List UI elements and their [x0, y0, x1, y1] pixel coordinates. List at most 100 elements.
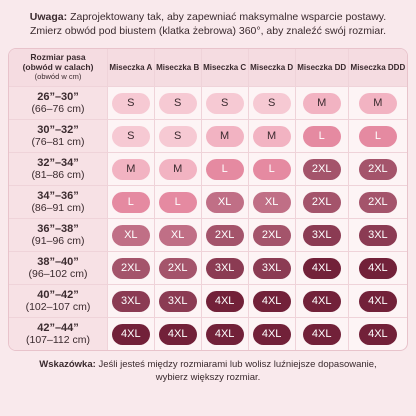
row-inches: 40”–42” [37, 289, 79, 301]
size-row: 38”–40” (96–102 cm) 2XL 2XL 3XL 3XL 4XL 4XL [9, 252, 407, 285]
row-label: 42”–44” (107–112 cm) [9, 318, 108, 350]
size-badge: S [111, 125, 150, 147]
size-cell: 3XL [201, 252, 249, 285]
size-badge: 3XL [111, 290, 150, 312]
row-inches: 34”–36” [37, 190, 79, 202]
size-cell: S [248, 87, 296, 120]
size-cell: 2XL [295, 186, 349, 219]
size-cell: 4XL [155, 318, 202, 350]
row-label: 38”–40” (96–102 cm) [9, 252, 108, 285]
column-header: Miseczka D [248, 49, 296, 87]
size-cell: 2XL [348, 153, 407, 186]
size-cell: S [108, 120, 155, 153]
size-cell: M [248, 120, 296, 153]
size-cell: S [201, 87, 249, 120]
size-badge: XL [252, 191, 291, 213]
size-cell: 4XL [348, 285, 407, 318]
row-label: 34”–36” (86–91 cm) [9, 186, 108, 219]
column-header: Miseczka C [201, 49, 249, 87]
row-inches: 36”–38” [37, 223, 79, 235]
size-cell: 3XL [295, 219, 349, 252]
size-cell: 3XL [348, 219, 407, 252]
header-line: (obwód w cm) [34, 72, 82, 82]
size-row: 40”–42” (102–107 cm) 3XL 3XL 4XL 4XL 4XL 4XL [9, 285, 407, 318]
size-badge: L [302, 125, 341, 147]
row-cm: (66–76 cm) [31, 103, 85, 115]
row-inches: 42”–44” [37, 322, 79, 334]
size-badge: 4XL [358, 290, 397, 312]
size-badge: XL [111, 224, 150, 246]
size-badge: 3XL [358, 224, 397, 246]
size-badge: M [158, 158, 197, 180]
row-label: 32”–34” (81–86 cm) [9, 153, 108, 186]
row-cm: (96–102 cm) [28, 268, 88, 280]
size-row: 26”–30” (66–76 cm) S S S S M M [9, 87, 407, 120]
size-cell: 4XL [248, 285, 296, 318]
row-label: 36”–38” (91–96 cm) [9, 219, 108, 252]
size-badge: 4XL [302, 323, 341, 345]
size-badge: 4XL [205, 323, 244, 345]
size-cell: 4XL [295, 285, 349, 318]
size-badge: L [158, 191, 197, 213]
size-cell: L [154, 186, 202, 219]
size-cell: 4XL [348, 252, 407, 285]
size-badge: 4XL [205, 290, 244, 312]
size-cell: XL [248, 186, 296, 219]
size-badge: 4XL [358, 323, 397, 345]
size-badge: S [205, 92, 244, 114]
size-cell: S [154, 120, 202, 153]
size-row: 32”–34” (81–86 cm) M M L L 2XL 2XL [9, 153, 407, 186]
size-badge: 3XL [158, 290, 197, 312]
tip-label: Wskazówka: [39, 359, 96, 370]
size-badge: XL [205, 191, 244, 213]
size-badge: 4XL [252, 323, 291, 345]
row-inches: 26”–30” [37, 91, 79, 103]
row-cm: (102–107 cm) [25, 301, 91, 313]
size-cell: 2XL [248, 219, 296, 252]
size-badge: 3XL [205, 257, 244, 279]
size-badge: 2XL [205, 224, 244, 246]
size-cell: M [108, 153, 155, 186]
size-cell: 3XL [108, 285, 155, 318]
size-badge: 3XL [252, 257, 291, 279]
size-cell: M [295, 87, 349, 120]
size-cell: 3XL [154, 285, 202, 318]
column-header: Miseczka DD [295, 49, 349, 87]
size-badge: M [252, 125, 291, 147]
size-cell: 2XL [154, 252, 202, 285]
size-cell: XL [201, 186, 249, 219]
size-badge: M [205, 125, 244, 147]
column-header: Miseczka B [154, 49, 202, 87]
row-inches: 38”–40” [37, 256, 79, 268]
size-badge: S [111, 92, 150, 114]
size-badge: 3XL [302, 224, 341, 246]
header-line: Rozmiar pasa [30, 52, 86, 63]
size-cell: 2XL [201, 219, 249, 252]
size-badge: 4XL [252, 290, 291, 312]
size-badge: 4XL [302, 257, 341, 279]
header-line: (obwód w calach) [22, 61, 94, 72]
size-badge: 2XL [111, 257, 150, 279]
size-badge: 4XL [158, 323, 197, 345]
size-badge: 2XL [358, 158, 397, 180]
size-badge: 2XL [358, 191, 397, 213]
size-badge: L [358, 125, 397, 147]
size-cell: 2XL [108, 252, 155, 285]
size-table: Rozmiar pasa (obwód w calach) (obwód w cm)… [8, 48, 408, 351]
row-label: 40”–42” (102–107 cm) [9, 285, 108, 318]
size-badge: 2XL [302, 191, 341, 213]
size-cell: 4XL [349, 318, 407, 350]
size-badge: 2XL [158, 257, 197, 279]
size-badge: S [252, 92, 291, 114]
size-cell: L [201, 153, 249, 186]
size-cell: 4XL [201, 285, 249, 318]
column-header: Miseczka A [108, 49, 155, 87]
header-cell: Rozmiar pasa (obwód w calach) (obwód w cm) [9, 49, 108, 87]
size-badge: 4XL [111, 323, 150, 345]
size-cell: L [248, 153, 296, 186]
note-text: Zaprojektowany tak, aby zapewniać maksym… [29, 11, 387, 37]
size-badge: M [302, 92, 341, 114]
row-inches: 32”–34” [37, 157, 79, 169]
size-cell: S [154, 87, 202, 120]
